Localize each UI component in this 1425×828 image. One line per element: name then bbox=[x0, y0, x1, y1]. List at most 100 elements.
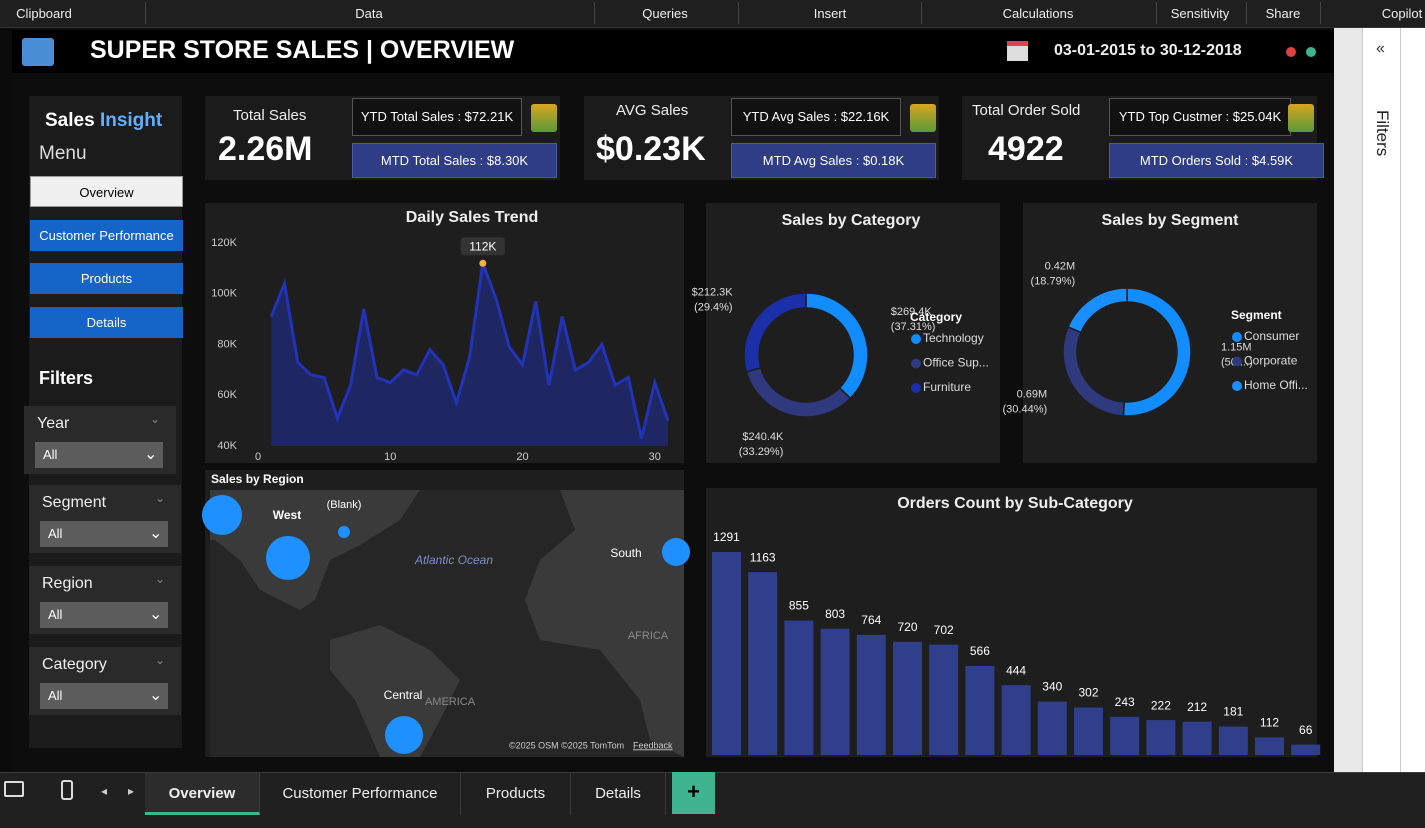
legend-label: Corporate bbox=[1244, 354, 1298, 368]
ribbon-item[interactable]: Calculations bbox=[1002, 6, 1074, 21]
bar bbox=[1001, 685, 1031, 755]
ribbon-separator bbox=[1246, 2, 1247, 24]
data-label: 566 bbox=[970, 644, 990, 658]
map-bubble[interactable] bbox=[662, 538, 690, 566]
status-red bbox=[1286, 47, 1296, 57]
slicer-label: Year bbox=[37, 415, 70, 432]
legend-swatch bbox=[1232, 332, 1242, 342]
slicer-dropdown[interactable]: All bbox=[40, 521, 168, 547]
continent-label: AFRICA bbox=[628, 630, 669, 642]
bar bbox=[1110, 716, 1140, 755]
percent-label: (37.31%) bbox=[891, 321, 936, 333]
dropdown-arrow: ⌄ bbox=[144, 446, 158, 463]
logo-icon bbox=[22, 38, 54, 66]
add-page[interactable]: + bbox=[672, 772, 715, 814]
data-label: 803 bbox=[825, 607, 845, 621]
data-label: 1291 bbox=[713, 530, 740, 544]
ribbon-item[interactable]: Insert bbox=[813, 6, 847, 21]
map-bubble[interactable] bbox=[266, 536, 310, 580]
legend-swatch bbox=[1232, 356, 1242, 367]
slicer-dropdown[interactable]: All bbox=[40, 602, 168, 628]
donut-slice bbox=[1122, 287, 1192, 417]
slicer-label: Segment bbox=[42, 494, 107, 511]
slicer-chevron: ⌄ bbox=[150, 412, 161, 426]
visualizations-pane bbox=[1400, 28, 1425, 772]
legend-swatch bbox=[1232, 381, 1242, 391]
legend-label: Furniture bbox=[923, 380, 971, 394]
prev-page[interactable]: ◂ bbox=[101, 784, 108, 798]
map-bubble[interactable] bbox=[338, 526, 350, 538]
collapse-icon[interactable]: « bbox=[1376, 40, 1385, 57]
page-tab[interactable]: Overview bbox=[145, 773, 260, 815]
pane-gap bbox=[1334, 28, 1362, 772]
legend-swatch bbox=[911, 334, 921, 344]
bar bbox=[1074, 707, 1103, 755]
data-label: 720 bbox=[897, 620, 917, 634]
chart-title: Sales by Segment bbox=[1102, 212, 1240, 229]
line-card bbox=[205, 203, 684, 463]
legend-label: Technology bbox=[923, 331, 984, 345]
data-label: 1163 bbox=[750, 550, 776, 564]
kpi-label: AVG Sales bbox=[616, 102, 689, 119]
kpi-ytd: YTD Avg Sales : $22.16K bbox=[731, 98, 901, 136]
area bbox=[271, 263, 668, 446]
data-label: $269.4K bbox=[891, 306, 933, 318]
ribbon bbox=[0, 0, 1425, 28]
percent-label: (33.29%) bbox=[739, 446, 784, 458]
data-label: 0.69M bbox=[1017, 389, 1048, 401]
page-tab[interactable]: Details bbox=[571, 773, 666, 815]
ribbon-item[interactable]: Queries bbox=[642, 6, 688, 21]
nav-button[interactable]: Customer Performance bbox=[30, 220, 183, 251]
filters-pane[interactable] bbox=[1362, 28, 1400, 772]
map-label: (Blank) bbox=[327, 499, 362, 511]
data-label: 66 bbox=[1299, 723, 1313, 737]
nav-button[interactable]: Overview bbox=[30, 176, 183, 207]
next-page[interactable]: ▸ bbox=[128, 784, 135, 798]
bar bbox=[856, 634, 886, 755]
data-label: 222 bbox=[1151, 698, 1171, 712]
map-credits: ©2025 OSM ©2025 TomTom bbox=[509, 740, 624, 750]
nav-button[interactable]: Products bbox=[30, 263, 183, 294]
bar bbox=[1037, 701, 1067, 755]
bar bbox=[784, 620, 814, 755]
desktop-view-icon[interactable] bbox=[4, 781, 24, 797]
chart-title: Daily Sales Trend bbox=[406, 209, 539, 226]
slicer-dropdown[interactable]: All bbox=[35, 442, 163, 468]
x-tick-label: 30 bbox=[649, 451, 661, 463]
point bbox=[479, 259, 487, 267]
map-label: South bbox=[610, 546, 641, 560]
mobile-view-icon[interactable] bbox=[61, 780, 73, 800]
ribbon-item[interactable]: Share bbox=[1265, 6, 1301, 21]
map-feedback[interactable]: Feedback bbox=[633, 740, 673, 750]
ribbon-item[interactable]: Clipboard bbox=[16, 6, 72, 21]
bar bbox=[1255, 737, 1284, 755]
chart-title: Sales by Category bbox=[782, 212, 921, 229]
ribbon-separator bbox=[594, 2, 595, 24]
ribbon-separator bbox=[1156, 2, 1157, 24]
chart-title: Orders Count by Sub-Category bbox=[897, 495, 1133, 512]
ribbon-item[interactable]: Sensitivity bbox=[1170, 6, 1230, 21]
ribbon-separator bbox=[145, 2, 146, 24]
page-tab[interactable]: Customer Performance bbox=[260, 773, 461, 815]
map-bubble[interactable] bbox=[202, 495, 242, 535]
report-title: SUPER STORE SALES | OVERVIEW bbox=[90, 36, 515, 64]
map-title: Sales by Region bbox=[211, 472, 304, 486]
ribbon-item[interactable]: Data bbox=[355, 6, 383, 21]
bar bbox=[965, 666, 995, 755]
page-tab[interactable]: Products bbox=[461, 773, 571, 815]
ribbon-item[interactable]: Copilot bbox=[1381, 6, 1423, 21]
data-label: 243 bbox=[1115, 695, 1135, 709]
bar bbox=[748, 572, 778, 755]
nav-button[interactable]: Details bbox=[30, 307, 183, 338]
data-label: $240.4K bbox=[742, 431, 784, 443]
donut-slice bbox=[1067, 287, 1128, 334]
bar bbox=[929, 644, 959, 755]
dropdown-arrow: ⌄ bbox=[149, 687, 163, 704]
map-bubble[interactable] bbox=[385, 716, 423, 754]
legend-title: Segment bbox=[1231, 308, 1282, 322]
sidebar-title: Sales Insight bbox=[45, 110, 162, 132]
slicer-dropdown[interactable]: All bbox=[40, 683, 168, 709]
data-label: 302 bbox=[1078, 686, 1098, 700]
y-tick-label: 100K bbox=[211, 288, 237, 300]
